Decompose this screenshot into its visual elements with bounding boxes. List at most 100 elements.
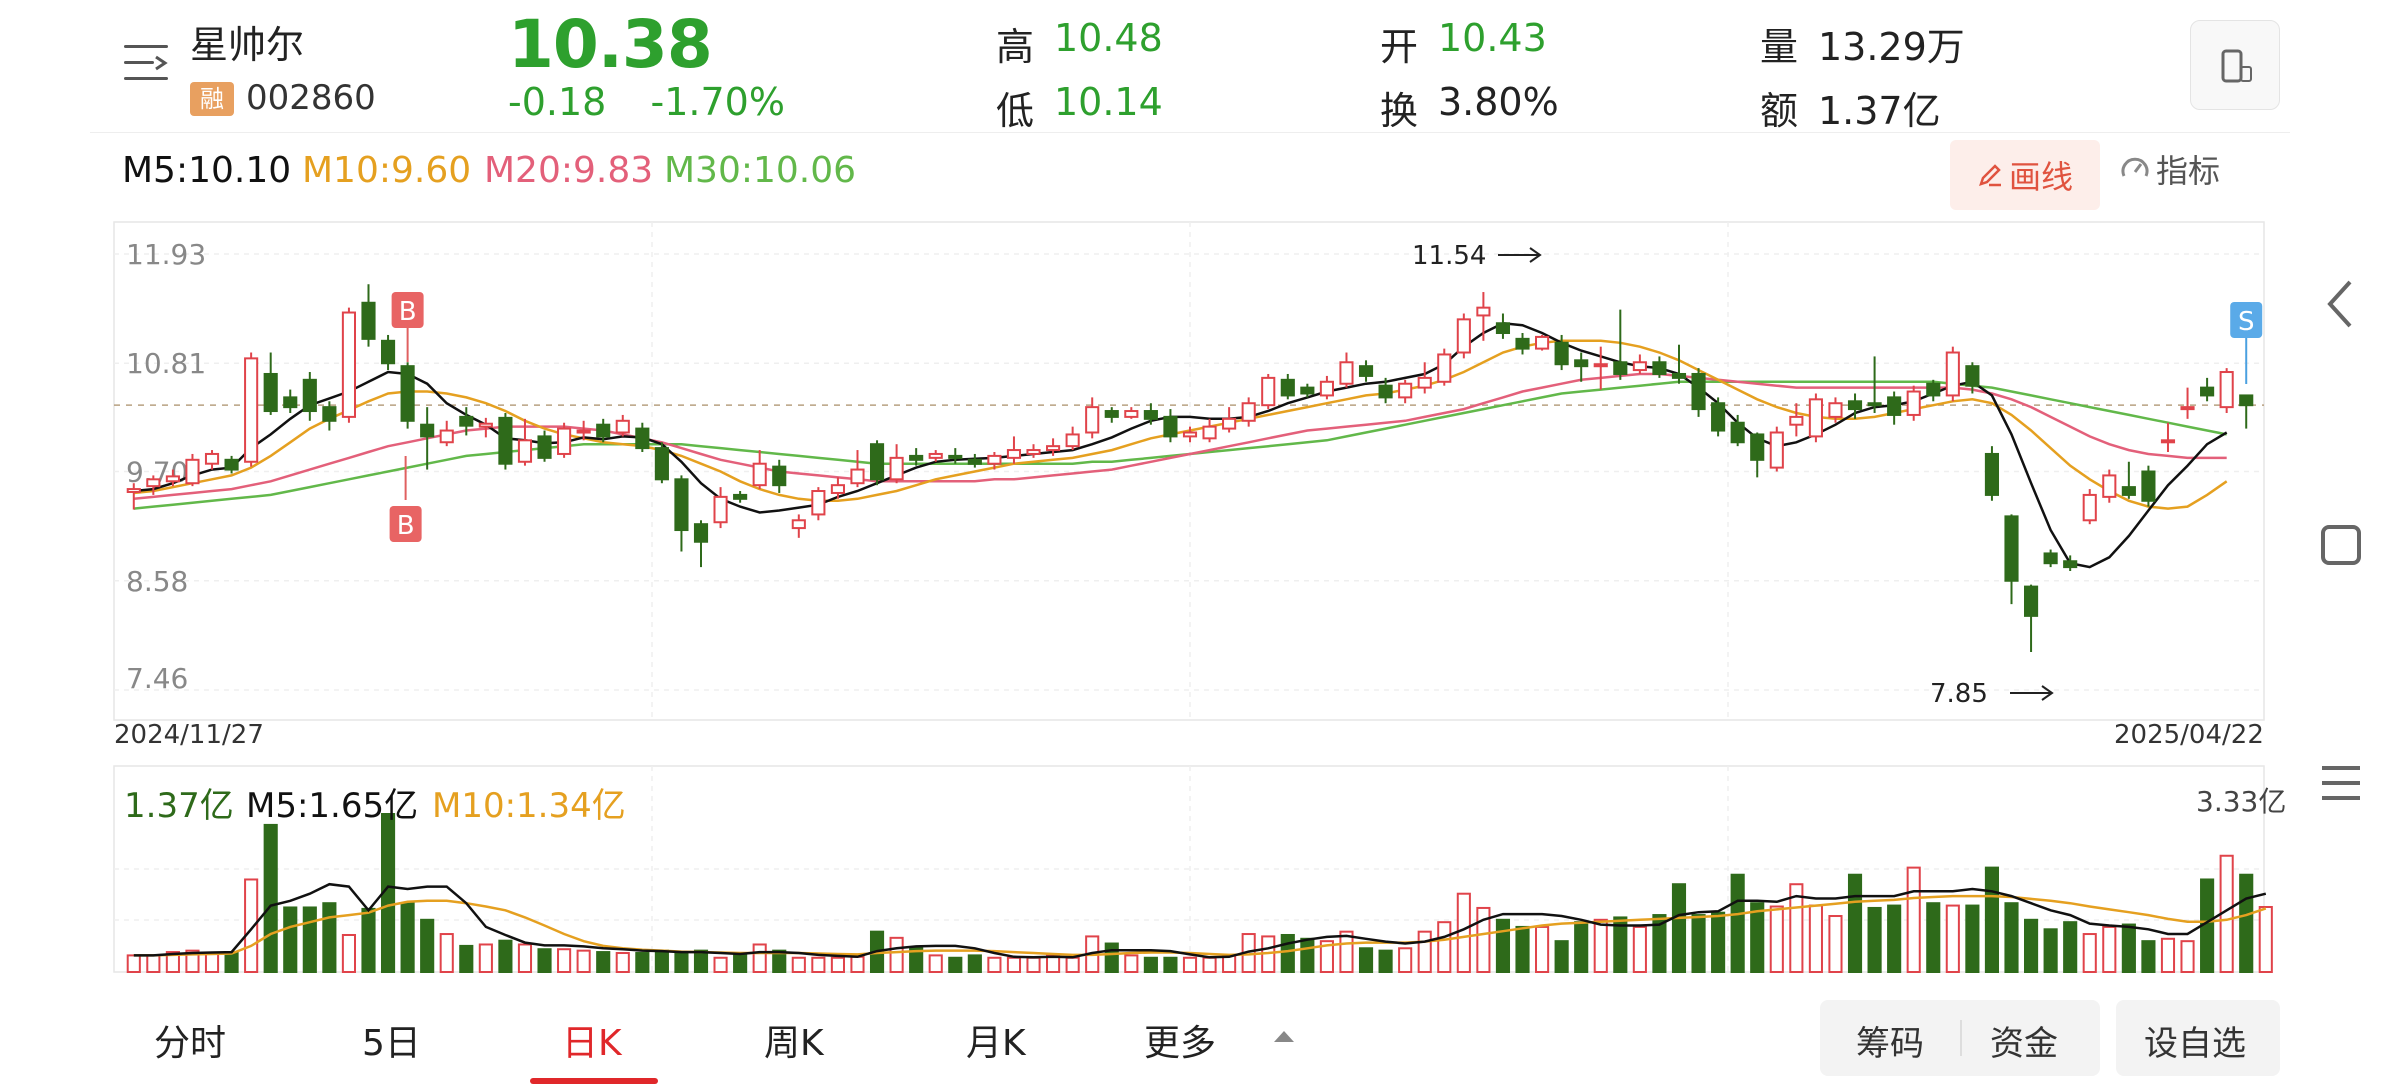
candle-body <box>185 458 200 485</box>
candle <box>2121 461 2136 499</box>
candle-body <box>1437 353 1452 383</box>
candle <box>498 412 513 470</box>
candle-body <box>1730 421 1745 444</box>
candle-body <box>1143 410 1158 420</box>
volume-bar <box>1730 873 1745 973</box>
volume-bar <box>1182 956 1198 973</box>
candle <box>1574 352 1589 382</box>
candle <box>1515 333 1530 355</box>
volume-bar <box>850 955 865 974</box>
volume-bar <box>1652 914 1667 973</box>
candle <box>596 418 611 443</box>
volume-bar <box>1613 916 1628 973</box>
system-nav-bar <box>2290 0 2400 1080</box>
candle <box>380 334 396 371</box>
sell-marker-bg <box>2230 302 2263 338</box>
amount-label: 额 <box>1760 89 1799 133</box>
candle-body <box>635 427 650 450</box>
candle <box>1671 344 1687 384</box>
candle-body <box>1182 431 1198 438</box>
volume-bar <box>1847 873 1863 973</box>
candle <box>2200 377 2215 402</box>
y-tick-label: 11.93 <box>126 238 206 271</box>
menu-icon[interactable] <box>124 45 168 81</box>
volume-bar <box>752 943 767 973</box>
candle <box>1241 397 1256 427</box>
candle-body <box>1691 372 1706 411</box>
tab-monthly-k[interactable]: 月K <box>966 1023 1026 1064</box>
candle-body <box>1769 431 1784 469</box>
candle <box>185 453 200 487</box>
volume-bar <box>2024 918 2039 973</box>
current-price: 10.38 <box>508 6 713 83</box>
volume-bar <box>909 947 924 974</box>
tab-5day[interactable]: 5日 <box>362 1023 421 1064</box>
candle-body <box>380 339 396 365</box>
low-value: 10.14 <box>1054 80 1163 124</box>
candle-body <box>733 493 748 500</box>
volume-bar <box>400 902 415 973</box>
candle <box>1300 383 1315 398</box>
candle-body <box>1202 425 1217 440</box>
candle-body <box>869 443 885 481</box>
volume-chart[interactable] <box>0 0 2290 1080</box>
candle-body <box>1789 415 1804 426</box>
volume-m10-legend: M10:1.34亿 <box>432 786 626 826</box>
tab-daily-k[interactable]: 日K <box>562 1023 622 1064</box>
candle <box>2239 394 2254 429</box>
volume-bar <box>1339 930 1354 974</box>
buy-marker-bottom-bg <box>389 506 422 542</box>
candle <box>478 417 493 438</box>
candle <box>1319 375 1334 400</box>
tab-weekly-k[interactable]: 周K <box>764 1023 824 1064</box>
candle <box>400 362 415 429</box>
volume-bar <box>1143 956 1158 973</box>
candle <box>1554 334 1569 371</box>
candle-body <box>1906 390 1921 416</box>
volume-bar <box>1065 956 1080 973</box>
tab-more[interactable]: 更多 <box>1144 1014 1216 1066</box>
ma5-legend: M5:10.10 <box>122 150 292 191</box>
candle <box>1652 356 1667 378</box>
tab-more-label: 更多 <box>1144 1023 1217 1064</box>
rotate-screen-button[interactable] <box>2190 20 2280 110</box>
candle-body <box>537 435 552 459</box>
volume-bar <box>1711 911 1726 973</box>
chips-button[interactable]: 筹码 <box>1856 1024 1924 1064</box>
indicator-button[interactable]: 指标 <box>2120 146 2220 192</box>
candle <box>165 469 180 487</box>
candle-body <box>1026 449 1041 455</box>
triangle-up-icon[interactable] <box>1272 1028 1296 1044</box>
home-nav-icon[interactable] <box>2318 522 2364 568</box>
candle-body <box>674 478 689 532</box>
pencil-icon <box>1979 164 2001 187</box>
recents-nav-icon[interactable] <box>2318 760 2364 806</box>
candle <box>420 407 435 470</box>
candle-body <box>1828 402 1843 418</box>
tab-intraday[interactable]: 分时 <box>154 1023 227 1064</box>
candle <box>2043 549 2058 568</box>
ma10-legend: M10:9.60 <box>302 150 472 191</box>
change-amount: -0.18 <box>508 80 607 124</box>
candle-body <box>1613 361 1628 375</box>
candle-body <box>830 484 845 494</box>
gauge-icon <box>2121 157 2149 177</box>
candle-body <box>1515 337 1530 350</box>
kline-markers: 11.54 7.85 B B S <box>389 241 2263 709</box>
back-nav-icon[interactable] <box>2320 276 2360 332</box>
volume-bar <box>811 956 826 973</box>
candle-body <box>2043 552 2058 565</box>
funds-button[interactable]: 资金 <box>1990 1024 2058 1064</box>
add-watchlist-label: 设自选 <box>2144 1024 2246 1064</box>
volume-bar <box>948 956 963 973</box>
open-value: 10.43 <box>1438 16 1547 60</box>
volume-bar <box>693 949 709 973</box>
add-watchlist-button[interactable]: 设自选 <box>2116 1000 2280 1076</box>
volume-m5-legend: M5:1.65亿 <box>246 786 419 826</box>
draw-line-button[interactable]: 画线 <box>1950 140 2100 210</box>
candle-body <box>1965 365 1980 387</box>
candle <box>1202 418 1217 443</box>
volume-bar <box>204 952 220 973</box>
